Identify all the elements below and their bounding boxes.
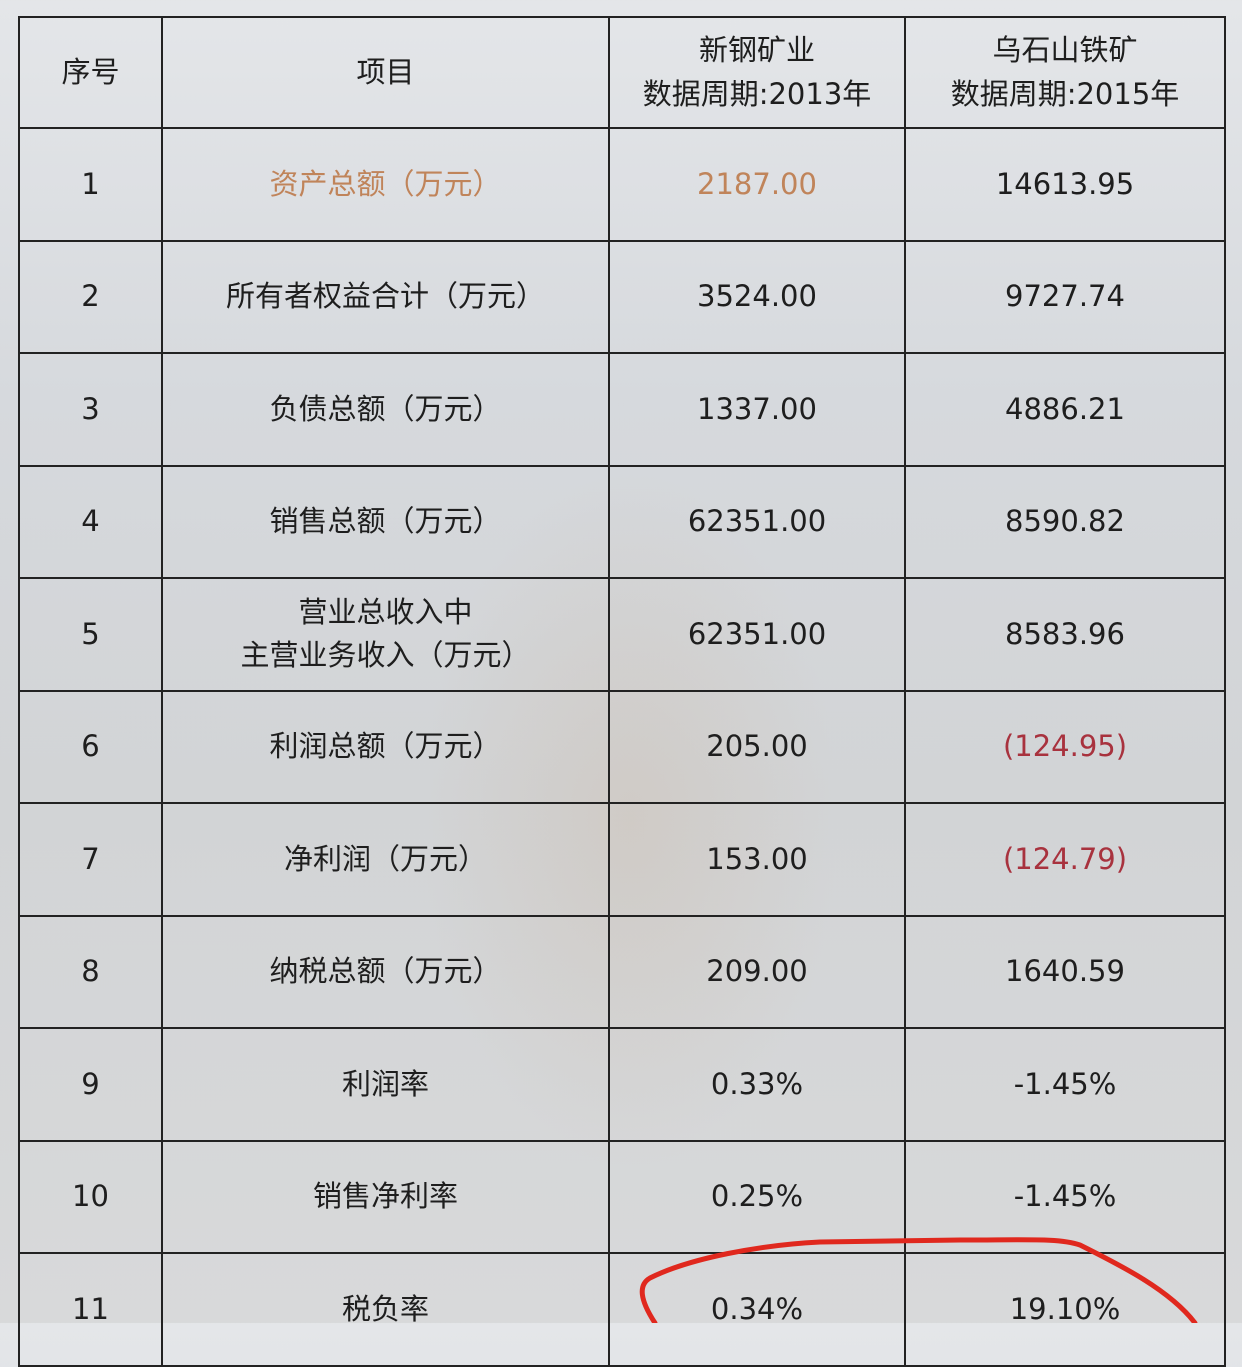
header-row: 序号 项目 新钢矿业数据周期:2013年 乌石山铁矿数据周期:2015年 xyxy=(18,16,1226,129)
value-company-b: 19.10% xyxy=(904,1252,1226,1367)
row-item: 负债总额（万元） xyxy=(161,352,610,467)
value-company-a: 62351.00 xyxy=(608,464,906,579)
company-a-period: 数据周期:2013年 xyxy=(642,76,872,111)
item-label: 主营业务收入（万元） xyxy=(240,638,531,673)
table-row: 3 负债总额（万元） 1337.00 4886.21 xyxy=(18,352,1226,467)
value-company-a: 3524.00 xyxy=(608,239,906,354)
value-company-b: -1.45% xyxy=(904,1139,1226,1254)
value-company-b: 4886.21 xyxy=(904,352,1226,467)
header-company-a: 新钢矿业数据周期:2013年 xyxy=(608,16,906,129)
item-label: 销售净利率 xyxy=(312,1179,458,1213)
row-item: 利润总额（万元） xyxy=(161,689,610,804)
company-b-name: 乌石山铁矿 xyxy=(992,33,1138,67)
table-row: 9 利润率 0.33% -1.45% xyxy=(18,1027,1226,1142)
value-company-a: 2187.00 xyxy=(608,127,906,242)
row-item: 所有者权益合计（万元） xyxy=(161,239,610,354)
row-number: 8 xyxy=(18,914,163,1029)
item-label: 营业总收入中 xyxy=(298,594,473,629)
item-label: 税负率 xyxy=(341,1291,429,1326)
value-company-b: 8590.82 xyxy=(904,464,1226,579)
item-label: 利润率 xyxy=(341,1066,429,1101)
row-number: 5 xyxy=(18,577,163,692)
item-label: 资产总额（万元） xyxy=(269,166,502,201)
row-item: 营业总收入中主营业务收入（万元） xyxy=(161,577,610,692)
row-number: 3 xyxy=(18,352,163,467)
value-company-a: 1337.00 xyxy=(608,352,906,467)
table-row: 1 资产总额（万元） 2187.00 14613.95 xyxy=(18,127,1226,242)
value-company-b: (124.79) xyxy=(904,802,1226,917)
row-number: 9 xyxy=(18,1027,163,1142)
value-company-b: 14613.95 xyxy=(904,127,1226,242)
item-label: 销售总额（万元） xyxy=(269,504,502,538)
table-row: 4 销售总额（万元） 62351.00 8590.82 xyxy=(18,464,1226,579)
row-number: 6 xyxy=(18,689,163,804)
value-company-a: 205.00 xyxy=(608,689,906,804)
value-company-a: 0.33% xyxy=(608,1027,906,1142)
row-number: 10 xyxy=(18,1139,163,1254)
value-company-a: 62351.00 xyxy=(608,577,906,692)
item-label: 利润总额（万元） xyxy=(269,729,502,763)
value-company-a: 0.34% xyxy=(608,1252,906,1367)
header-company-b: 乌石山铁矿数据周期:2015年 xyxy=(904,16,1226,129)
header-no: 序号 xyxy=(18,16,163,129)
value-company-b: (124.95) xyxy=(904,689,1226,804)
value-company-a: 0.25% xyxy=(608,1139,906,1254)
table-row: 10 销售净利率 0.25% -1.45% xyxy=(18,1139,1226,1254)
row-item: 利润率 xyxy=(161,1027,610,1142)
table-row: 5 营业总收入中 主营业务收入（万元） 62351.00 8583.96 xyxy=(18,577,1226,692)
row-number: 7 xyxy=(18,802,163,917)
row-number: 11 xyxy=(18,1252,163,1367)
header-item: 项目 xyxy=(161,16,610,129)
value-company-b: 1640.59 xyxy=(904,914,1226,1029)
table-row: 2 所有者权益合计（万元） 3524.00 9727.74 xyxy=(18,239,1226,354)
table-row: 7 净利润（万元） 153.00 (124.79) xyxy=(18,802,1226,917)
row-item: 销售净利率 xyxy=(161,1139,610,1254)
table-row: 11 税负率 0.34% 19.10% xyxy=(18,1252,1226,1367)
row-item: 资产总额（万元） xyxy=(161,127,610,242)
row-number: 2 xyxy=(18,239,163,354)
item-label: 负债总额（万元） xyxy=(269,391,502,426)
value-company-b: 9727.74 xyxy=(904,239,1226,354)
value-company-b: -1.45% xyxy=(904,1027,1226,1142)
value-company-a: 153.00 xyxy=(608,802,906,917)
item-label: 净利润（万元） xyxy=(283,841,487,876)
table-row: 6 利润总额（万元） 205.00 (124.95) xyxy=(18,689,1226,804)
row-item: 纳税总额（万元） xyxy=(161,914,610,1029)
company-b-period: 数据周期:2015年 xyxy=(950,76,1180,111)
row-number: 1 xyxy=(18,127,163,242)
value-company-a: 209.00 xyxy=(608,914,906,1029)
row-item: 净利润（万元） xyxy=(161,802,610,917)
item-label: 纳税总额（万元） xyxy=(269,954,502,988)
value-company-b: 8583.96 xyxy=(904,577,1226,692)
row-item: 销售总额（万元） xyxy=(161,464,610,579)
row-item: 税负率 xyxy=(161,1252,610,1367)
company-a-name: 新钢矿业 xyxy=(698,33,815,67)
comparison-table: 序号 项目 新钢矿业数据周期:2013年 乌石山铁矿数据周期:2015年 1 资产… xyxy=(18,16,1226,1367)
table-row: 8 纳税总额（万元） 209.00 1640.59 xyxy=(18,914,1226,1029)
row-number: 4 xyxy=(18,464,163,579)
item-label: 所有者权益合计（万元） xyxy=(225,279,545,313)
